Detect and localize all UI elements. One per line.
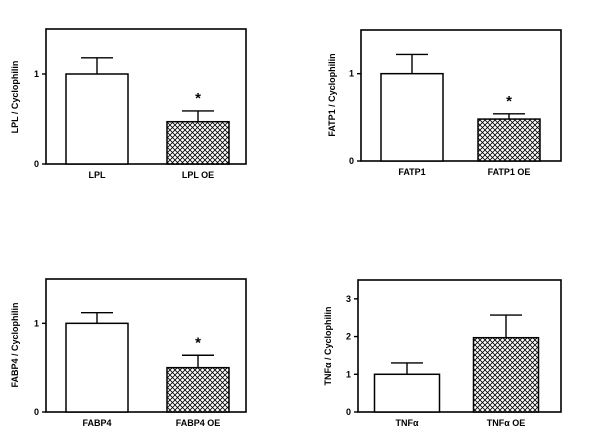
category-label: FATP1 OE bbox=[488, 167, 531, 177]
plot-frame bbox=[45, 28, 247, 165]
y-axis-label: FABP4 / Cyclophilin bbox=[10, 302, 20, 387]
bar-1 bbox=[373, 373, 441, 413]
plot-frame bbox=[45, 278, 247, 413]
plot-frame bbox=[360, 29, 562, 162]
bar-2 bbox=[472, 336, 540, 413]
category-label: LPL bbox=[89, 170, 107, 180]
bar-1 bbox=[65, 73, 129, 165]
y-tick-label: 0 bbox=[346, 407, 351, 417]
bar-2 bbox=[166, 366, 230, 413]
significance-marker: * bbox=[195, 334, 201, 351]
category-label: FATP1 bbox=[398, 167, 425, 177]
y-tick-label: 0 bbox=[34, 159, 39, 169]
chart-panel-4: 0 1 2 3 TNFα / Cyclophilin TNFα TNFα OE bbox=[323, 279, 562, 428]
y-tick-label: 3 bbox=[346, 294, 351, 304]
y-tick-label: 0 bbox=[34, 407, 39, 417]
y-tick-label: 1 bbox=[34, 69, 39, 79]
bar-2 bbox=[166, 120, 230, 165]
y-tick-label: 2 bbox=[346, 332, 351, 342]
significance-marker: * bbox=[506, 93, 512, 110]
chart-panel-1: 0 1 LPL / Cyclophilin LPL * LPL OE bbox=[10, 28, 247, 180]
category-label: TNFα OE bbox=[487, 418, 526, 428]
chart-panel-2: 0 1 FATP1 / Cyclophilin FATP1 * FATP1 OE bbox=[327, 29, 562, 177]
y-tick-label: 1 bbox=[346, 369, 351, 379]
bar-1 bbox=[380, 72, 444, 162]
category-label: FABP4 OE bbox=[176, 418, 221, 428]
y-tick-label: 1 bbox=[349, 69, 354, 79]
y-axis-label: FATP1 / Cyclophilin bbox=[327, 53, 337, 136]
category-label: TNFα bbox=[395, 418, 418, 428]
y-tick-label: 0 bbox=[349, 156, 354, 166]
category-label: LPL OE bbox=[182, 170, 214, 180]
plot-frame bbox=[357, 279, 562, 413]
bar-1 bbox=[65, 322, 129, 413]
bar-2 bbox=[477, 118, 541, 162]
category-label: FABP4 bbox=[82, 418, 111, 428]
chart-panel-3: 0 1 FABP4 / Cyclophilin FABP4 * FABP4 OE bbox=[10, 278, 247, 428]
y-axis-label: LPL / Cyclophilin bbox=[10, 61, 20, 134]
significance-marker: * bbox=[195, 90, 201, 107]
y-tick-label: 1 bbox=[34, 318, 39, 328]
y-axis-label: TNFα / Cyclophilin bbox=[323, 306, 333, 385]
